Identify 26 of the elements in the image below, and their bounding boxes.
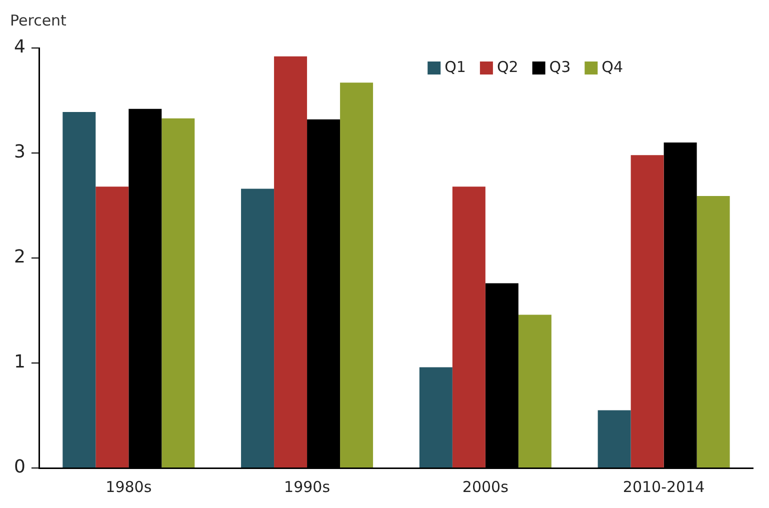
- legend-label: Q2: [496, 58, 518, 76]
- x-tick-label: 1980s: [106, 478, 152, 496]
- legend-label: Q1: [444, 58, 466, 76]
- y-axis-title: Percent: [10, 11, 67, 30]
- x-tick-label: 2010-2014: [622, 478, 705, 496]
- bar: [598, 410, 631, 468]
- bar: [630, 155, 664, 468]
- y-tick-label: 3: [14, 142, 26, 163]
- x-tick-label: 1990s: [284, 478, 330, 496]
- bar: [419, 367, 452, 468]
- bar: [340, 82, 374, 468]
- bar: [162, 118, 195, 468]
- y-tick-label: 1: [14, 352, 26, 373]
- bar: [518, 314, 552, 468]
- bar: [452, 186, 486, 468]
- y-tick-label: 4: [14, 36, 26, 58]
- y-tick-label: 0: [14, 456, 26, 478]
- legend-label: Q4: [602, 58, 624, 76]
- x-tick-label: 2000s: [462, 478, 509, 496]
- y-tick-label: 2: [14, 246, 26, 268]
- bar: [241, 188, 274, 468]
- legend-label: Q3: [549, 58, 571, 76]
- bar: [62, 112, 96, 468]
- bar: [274, 56, 308, 468]
- bar: [96, 186, 129, 468]
- bar: [696, 196, 730, 468]
